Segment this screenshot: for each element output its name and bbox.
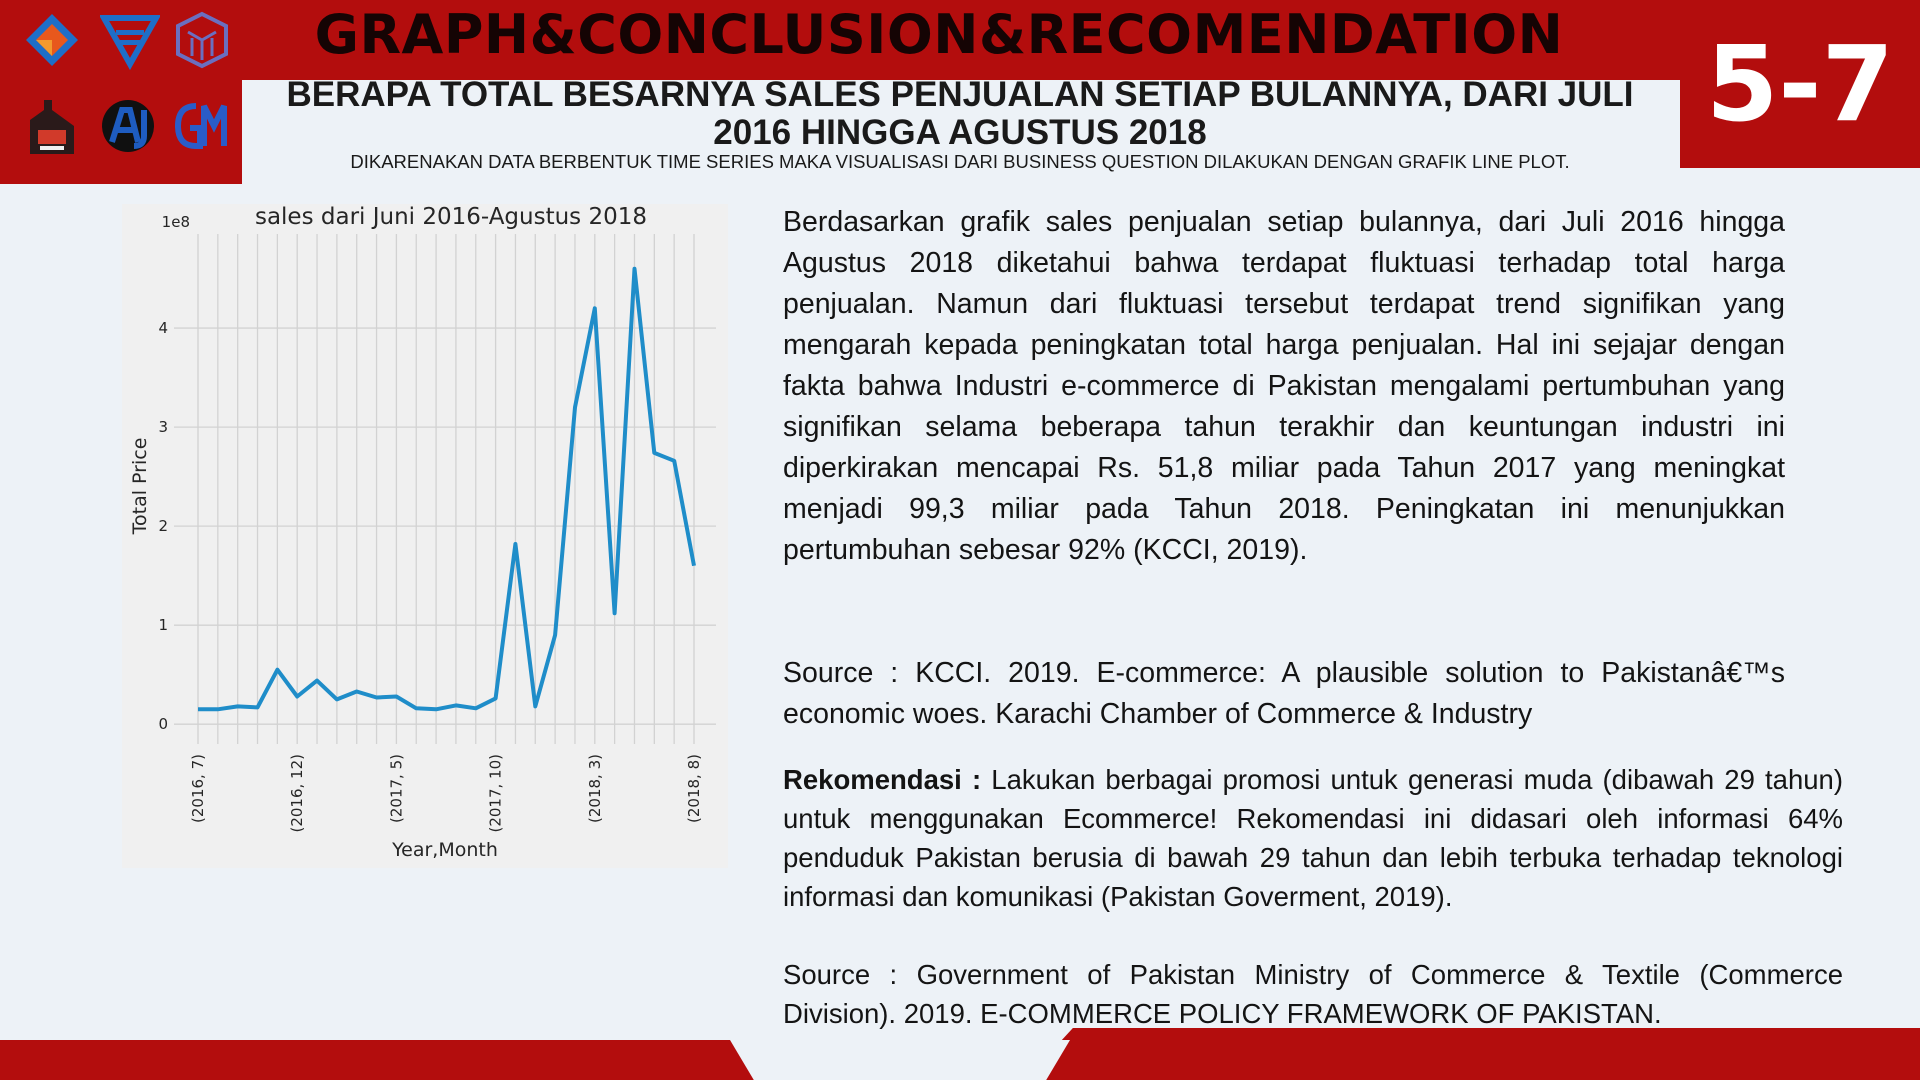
gm-logo-icon	[174, 103, 227, 149]
y-tick-label: 4	[158, 319, 168, 337]
x-tick-label: (2018, 8)	[685, 754, 703, 823]
x-tick-label: (2016, 12)	[288, 754, 306, 833]
blue-triangle-logo-icon	[100, 15, 160, 70]
page-number: 5-7	[1706, 23, 1894, 145]
y-tick-label: 3	[158, 418, 168, 436]
x-tick-labels: (2016, 7) (2016, 12) (2017, 5) (2017, 10) (2…	[189, 754, 703, 833]
x-axis-label: Year,Month	[391, 839, 498, 861]
cube-logo-icon	[176, 11, 228, 69]
series-line	[198, 266, 696, 712]
y-tick-label: 0	[158, 715, 168, 733]
y-axis-label: Total Price	[129, 438, 151, 536]
chart-card: 0 1 2 3 4 (2016, 7) (2016, 12) (2017, 5) (2017,…	[122, 204, 728, 868]
x-tick-label: (2016, 7)	[189, 754, 207, 823]
footer-gap	[730, 1040, 1070, 1080]
page-title: GRAPH&CONCLUSION&RECOMENDATION	[314, 3, 1564, 66]
page-number-panel	[1680, 0, 1920, 168]
recommendation-text: Lakukan berbagai promosi untuk generasi …	[783, 764, 1843, 912]
y-tick-label: 2	[158, 517, 168, 535]
y-axis-multiplier: 1e8	[162, 213, 190, 231]
y-tick-label: 1	[158, 616, 168, 634]
x-tick-label: (2018, 3)	[586, 754, 604, 823]
visualization-note: DIKARENAKAN DATA BERBENTUK TIME SERIES M…	[350, 151, 1570, 172]
orange-diamond-logo-icon	[26, 14, 78, 66]
y-tick-labels: 0 1 2 3 4	[158, 319, 168, 733]
source-government: Source : Government of Pakistan Ministry…	[783, 959, 1843, 1029]
building-logo-icon	[30, 100, 74, 154]
analysis-text: Berdasarkan grafik sales penjualan setia…	[783, 206, 1785, 566]
vertical-grid	[197, 234, 695, 744]
source-kcci: Source : KCCI. 2019. E-commerce: A plaus…	[783, 657, 1785, 730]
business-question: BERAPA TOTAL BESARNYA SALES PENJUALAN SE…	[286, 75, 1634, 152]
horizontal-grid	[174, 327, 716, 725]
chart-title: sales dari Juni 2016-Agustus 2018	[255, 204, 647, 230]
x-tick-label: (2017, 10)	[487, 754, 505, 833]
recommendation-label: Rekomendasi :	[783, 764, 982, 795]
sales-line-chart: 0 1 2 3 4 (2016, 7) (2016, 12) (2017, 5) (2017,…	[129, 204, 716, 861]
aj-logo-icon	[102, 100, 154, 152]
title-bar	[242, 0, 1680, 80]
footer-accent	[1060, 1028, 1920, 1042]
recommendation: Rekomendasi : Lakukan berbagai promosi u…	[783, 760, 1843, 916]
x-tick-label: (2017, 5)	[387, 754, 405, 823]
